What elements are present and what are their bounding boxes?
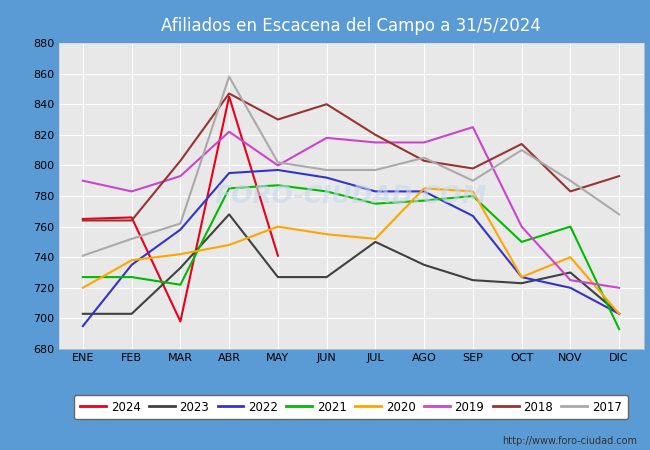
Text: http://www.foro-ciudad.com: http://www.foro-ciudad.com: [502, 436, 637, 446]
Text: FORO-CIUDAD.COM: FORO-CIUDAD.COM: [214, 184, 488, 208]
Legend: 2024, 2023, 2022, 2021, 2020, 2019, 2018, 2017: 2024, 2023, 2022, 2021, 2020, 2019, 2018…: [74, 395, 628, 419]
Text: Afiliados en Escacena del Campo a 31/5/2024: Afiliados en Escacena del Campo a 31/5/2…: [161, 17, 541, 35]
